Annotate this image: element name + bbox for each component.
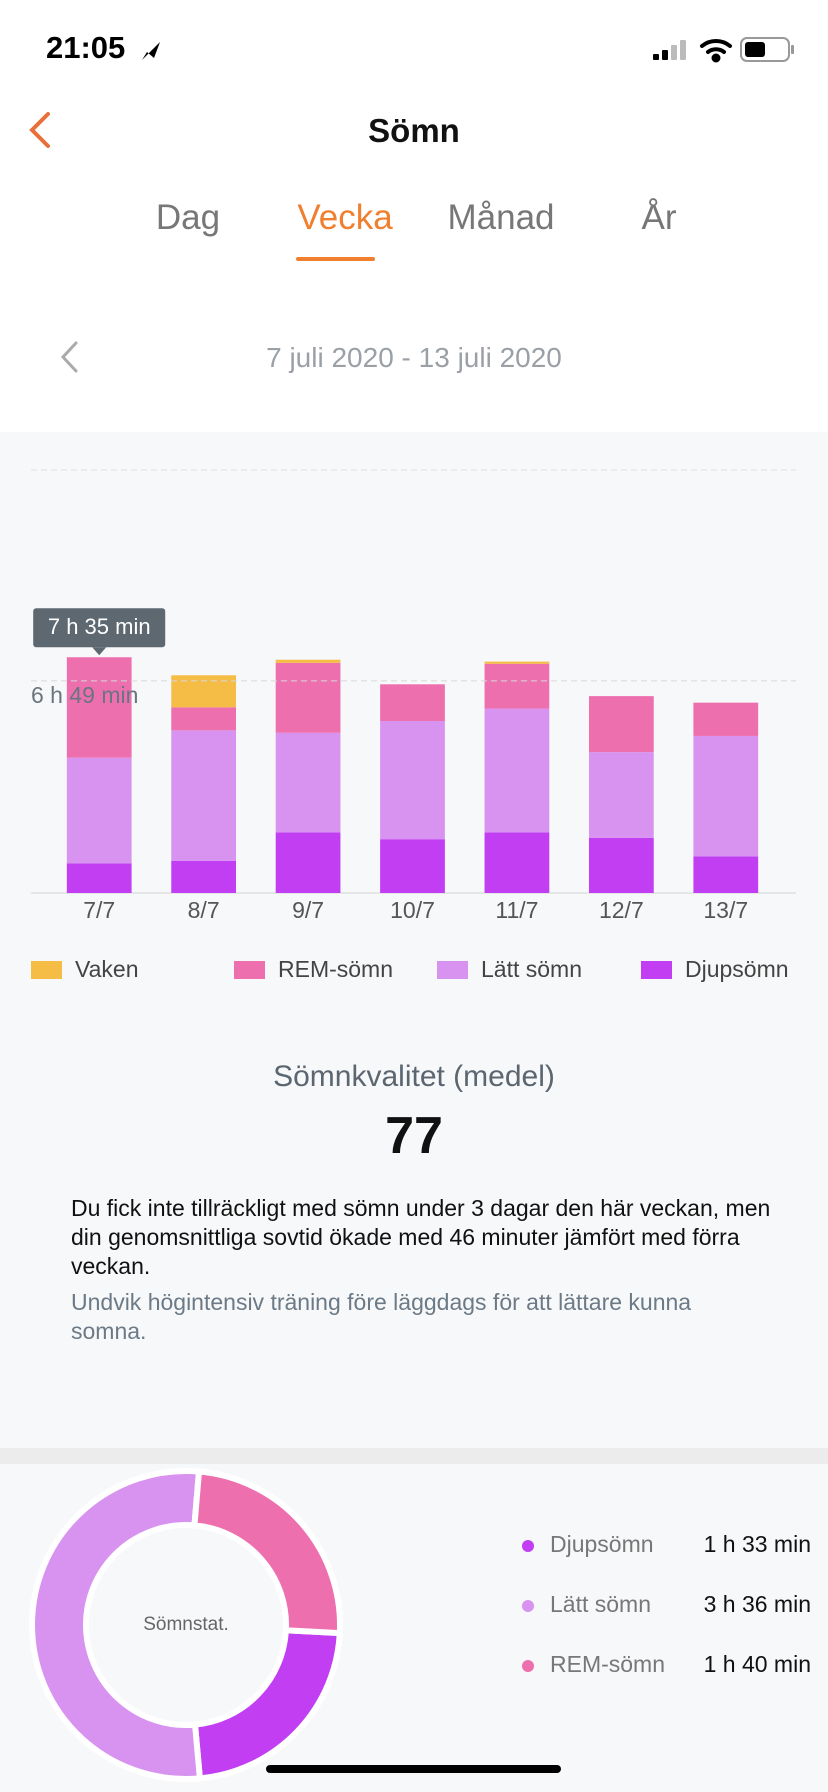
bar-segment [484,661,550,664]
battery-icon [740,37,794,62]
x-tick-label: 8/7 [188,897,220,923]
x-tick-label: 10/7 [390,897,435,923]
tab[interactable]: Vecka [297,198,393,237]
legend-label: REM-sömn [550,1651,665,1677]
donut-segment [191,1627,343,1782]
time: 21:05 [46,30,125,65]
page-title: Sömn [368,112,460,149]
legend-value: 3 h 36 min [704,1591,811,1617]
legend-label: Lätt sömn [550,1591,651,1617]
bar-segment [171,707,237,731]
wifi-icon [700,38,732,63]
prev-week-button[interactable] [58,340,82,374]
donut-segment [29,1468,204,1782]
bar-segment [66,757,132,864]
legend-label: Lätt sömn [481,956,582,982]
legend-dot [522,1540,534,1552]
bar-segment [484,832,550,893]
legend-swatch [234,961,265,979]
bar-segment [66,863,132,893]
bar-segment [275,662,341,733]
tooltip [33,608,166,648]
bar-segment [171,730,237,861]
status-bar: 21:05 [46,30,794,65]
x-tick-label: 7/7 [83,897,115,923]
legend-value: 1 h 33 min [704,1531,811,1557]
tab[interactable]: Månad [447,198,555,237]
summary-tip: Undvik högintensiv träning före läggdags… [71,1289,692,1344]
chart-panel [0,432,828,1448]
x-tick-label: 13/7 [703,897,748,923]
x-tick-label: 11/7 [495,897,538,923]
bar-segment [380,839,445,893]
legend-label: Djupsömn [685,956,789,982]
bar-segment [171,675,237,708]
bar-segment [380,684,445,722]
legend-swatch [31,961,62,979]
bar-segment [171,860,237,893]
quality-score: 77 [385,1107,443,1165]
tooltip-label: 7 h 35 min [48,614,151,639]
bar-segment [484,663,550,709]
bar-segment [275,832,341,893]
donut-segment [191,1468,343,1637]
bar-segment [588,752,654,838]
location-icon [142,42,160,60]
bar-segment [588,696,654,753]
legend-label: REM-sömn [278,956,393,982]
x-tick-label: 9/7 [292,897,324,923]
legend-dot [522,1660,534,1672]
legend-swatch [437,961,468,979]
tooltip-arrow [92,647,107,656]
bar-segment [275,732,341,833]
quality-title: Sömnkvalitet (medel) [273,1060,555,1093]
bar-segment [380,721,445,840]
legend-dot [522,1600,534,1612]
separator [0,1448,828,1464]
bar-segment [693,856,759,893]
date-range: 7 juli 2020 - 13 juli 2020 [266,342,562,373]
legend-label: Djupsömn [550,1531,654,1557]
bar-segment [588,837,654,893]
tab-indicator [296,257,375,261]
donut-center-label: Sömnstat. [143,1614,229,1635]
bar-segment [484,708,550,833]
bar-segment [66,657,132,758]
back-button[interactable] [26,110,56,150]
average-label: 6 h 49 min [31,682,138,708]
x-tick-label: 12/7 [599,897,644,923]
tab[interactable]: År [641,198,677,237]
bar-segment [693,702,759,736]
tab[interactable]: Dag [155,198,221,237]
bar-segment [275,659,341,663]
signal-icon [653,40,686,60]
legend-value: 1 h 40 min [704,1651,811,1677]
summary-text: Du fick inte tillräckligt med sömn under… [71,1195,771,1279]
bar-segment [693,735,759,857]
legend-swatch [641,961,672,979]
home-indicator [266,1765,561,1773]
legend-label: Vaken [75,956,139,982]
